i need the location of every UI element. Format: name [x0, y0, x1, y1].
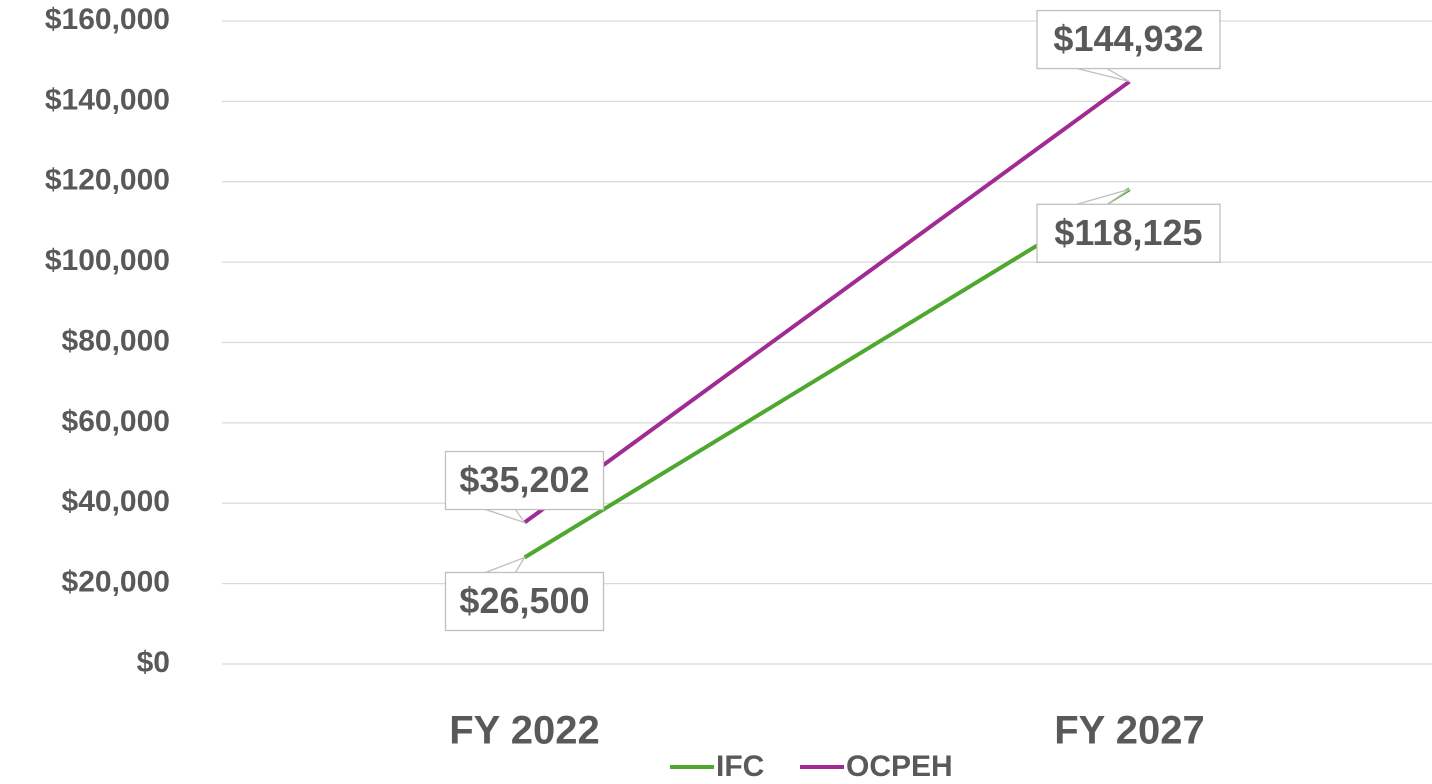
- label-leader: [1076, 67, 1130, 83]
- data-label: $144,932: [1053, 18, 1203, 59]
- legend-label: OCPEH: [846, 750, 953, 783]
- x-tick-label: FY 2022: [449, 709, 600, 753]
- label-box: [444, 571, 605, 632]
- y-tick-label: $20,000: [62, 566, 170, 599]
- label-box: [444, 450, 605, 511]
- y-tick-label: $160,000: [45, 3, 170, 36]
- series-line: [523, 79, 1131, 525]
- series-line: [523, 187, 1131, 560]
- y-tick-label: $100,000: [45, 244, 170, 277]
- label-box: [1036, 203, 1221, 263]
- data-label: $35,202: [459, 459, 589, 500]
- label-leader: [1076, 188, 1130, 205]
- label-leader: [485, 556, 527, 574]
- y-tick-label: $40,000: [62, 485, 170, 518]
- y-tick-label: $80,000: [62, 324, 170, 357]
- y-tick-label: $60,000: [62, 405, 170, 438]
- data-label: $26,500: [459, 580, 589, 621]
- x-tick-label: FY 2027: [1054, 709, 1205, 753]
- label-box: [1036, 9, 1221, 70]
- y-tick-label: $0: [137, 646, 170, 679]
- legend-label: IFC: [716, 750, 764, 783]
- y-tick-label: $140,000: [45, 83, 170, 116]
- data-label: $118,125: [1054, 212, 1202, 253]
- y-tick-label: $120,000: [45, 164, 170, 197]
- label-leader: [485, 508, 527, 524]
